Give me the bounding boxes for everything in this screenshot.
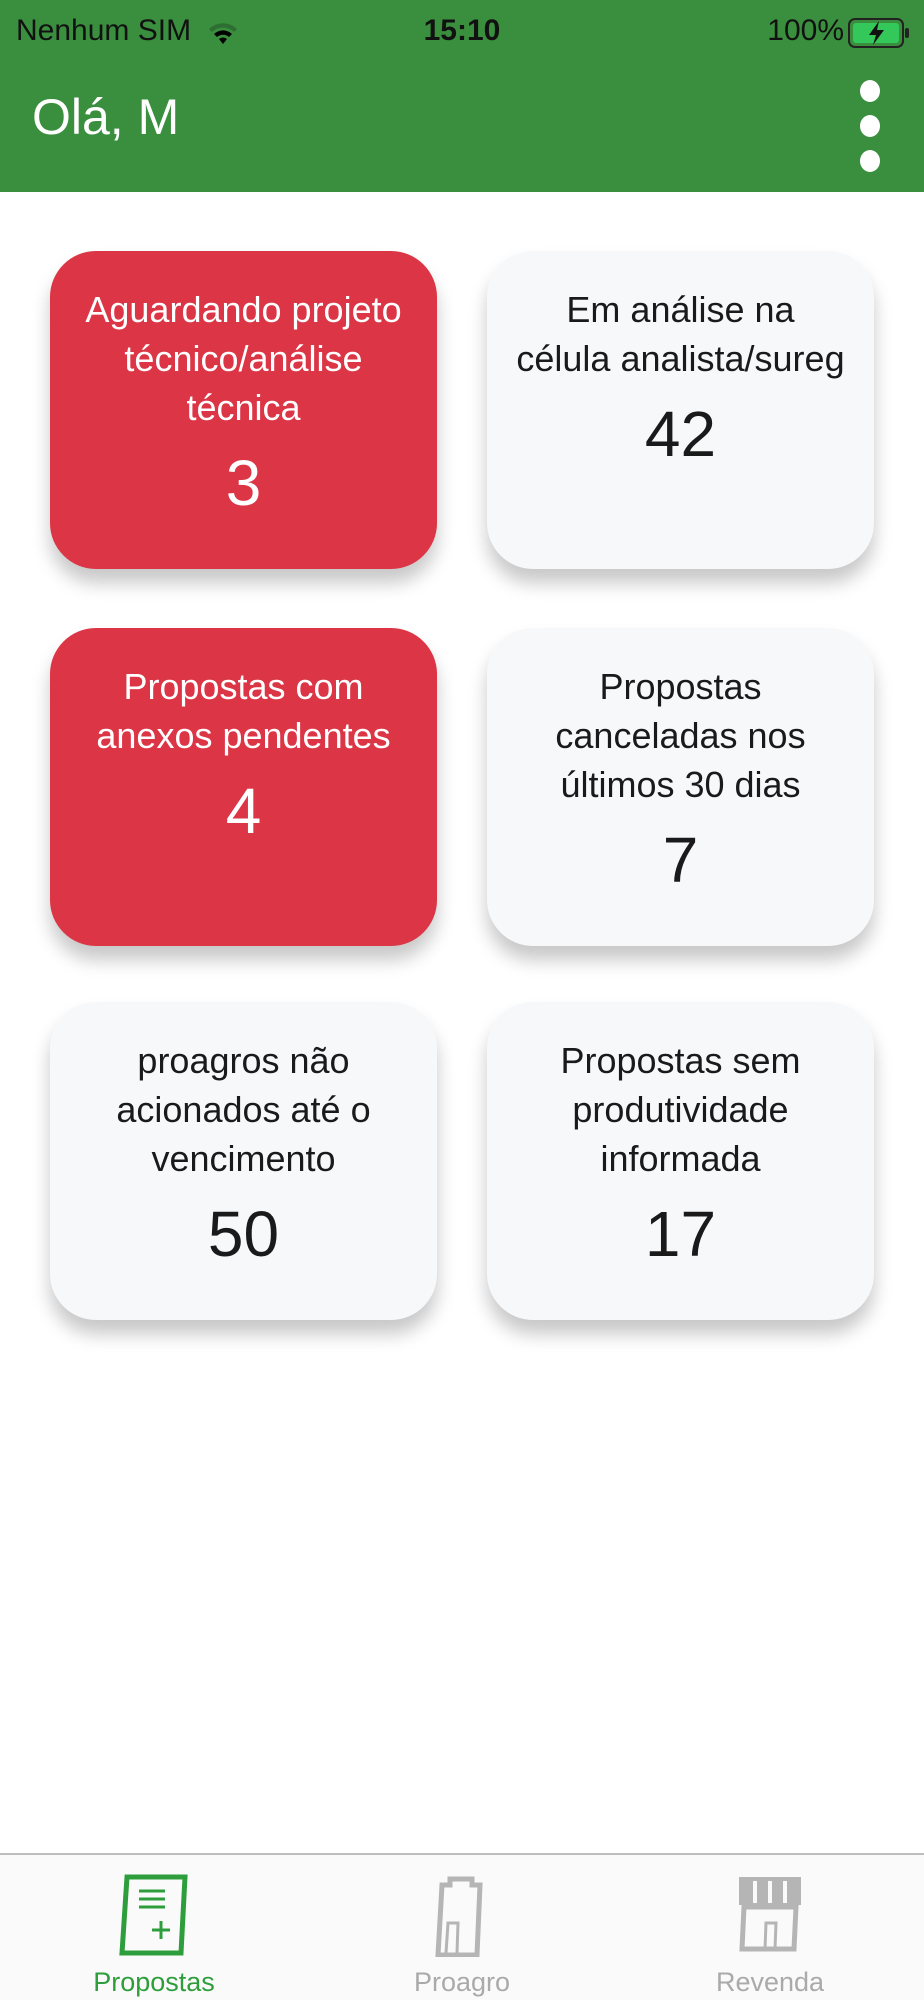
status-bar: Nenhum SIM 15:10 100% [0, 10, 924, 50]
battery-charging-icon [848, 18, 909, 48]
tab-label: Proagro [413, 1967, 511, 1997]
app-header: Nenhum SIM 15:10 100% Olá, M [0, 0, 924, 192]
card-em-analise[interactable]: Em análise na célula analista/sureg 42 [487, 251, 874, 569]
card-canceladas[interactable]: Propostas canceladas nos últimos 30 dias… [487, 628, 874, 946]
card-title: Propostas sem produtividade informada [560, 1040, 801, 1179]
clock: 15:10 [423, 14, 501, 47]
card-count: 17 [644, 1198, 717, 1270]
more-vertical-icon[interactable] [858, 80, 882, 172]
document-add-icon [119, 1874, 188, 1956]
card-count: 7 [662, 824, 699, 896]
card-title: Propostas canceladas nos últimos 30 dias [555, 666, 806, 805]
card-count: 4 [225, 775, 262, 847]
bottom-tab-bar: Propostas Proagro Revenda [0, 1853, 924, 2000]
tab-revenda[interactable]: Revenda [616, 1855, 924, 2000]
tab-propostas[interactable]: Propostas [0, 1855, 308, 2000]
card-title: Propostas com anexos pendentes [96, 666, 391, 756]
card-title: Em análise na célula analista/sureg [516, 289, 845, 379]
carrier-label: Nenhum SIM [16, 14, 192, 47]
tab-label: Propostas [93, 1967, 215, 1997]
greeting-title: Olá, M [32, 89, 180, 145]
card-title: proagros não acionados até o vencimento [116, 1040, 371, 1179]
tab-label: Revenda [715, 1967, 825, 1997]
store-icon [739, 1877, 801, 1952]
wifi-icon [209, 23, 237, 44]
building-icon [435, 1876, 483, 1957]
card-title: Aguardando projeto técnico/análise técni… [85, 289, 402, 428]
card-count: 50 [207, 1198, 280, 1270]
card-count: 3 [225, 447, 262, 519]
battery-percent: 100% [767, 14, 844, 47]
card-count: 42 [644, 398, 717, 470]
card-proagros-nao-acionados[interactable]: proagros não acionados até o vencimento 5… [50, 1002, 437, 1320]
card-anexos-pendentes[interactable]: Propostas com anexos pendentes 4 [50, 628, 437, 946]
card-sem-produtividade[interactable]: Propostas sem produtividade informada 17 [487, 1002, 874, 1320]
tab-proagro[interactable]: Proagro [308, 1855, 616, 2000]
card-aguardando-projeto[interactable]: Aguardando projeto técnico/análise técni… [50, 251, 437, 569]
